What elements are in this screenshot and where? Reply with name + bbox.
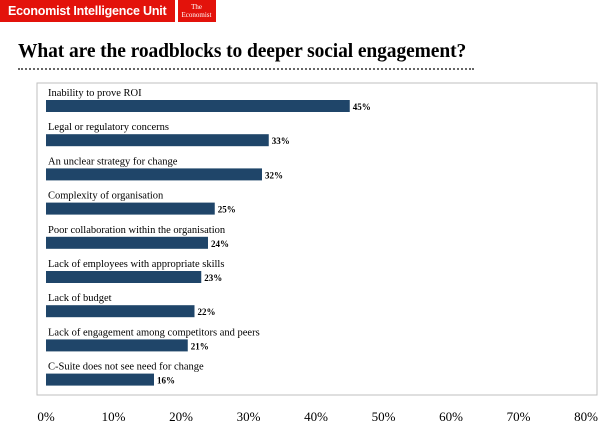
category-label: Complexity of organisation [48,191,164,202]
x-tick-label: 30% [237,409,261,423]
plot-frame [36,82,598,396]
category-label: An unclear strategy for change [48,156,178,167]
bar [46,271,202,283]
economist-logo-line1: The [191,3,202,11]
data-label: 16% [157,376,175,386]
data-label: 33% [272,136,290,146]
data-label: 23% [204,273,222,283]
bar [46,100,350,112]
economist-logo-line2: Economist [181,11,212,19]
bar [46,134,269,147]
category-label: Legal or regulatory concerns [48,122,169,133]
category-label: Lack of engagement among competitors and… [48,327,260,338]
data-label: 25% [218,205,236,215]
category-label: Inability to prove ROI [48,88,142,99]
economist-logo: The Economist [177,0,216,22]
logo-gap [174,0,178,22]
category-label: Lack of employees with appropriate skill… [48,259,224,270]
bar [46,305,195,318]
data-label: 32% [265,170,283,180]
x-tick-label: 50% [372,409,396,423]
x-tick-label: 60% [439,409,463,423]
bar [46,168,262,181]
x-tick-label: 10% [102,409,126,423]
title-dotted-rule [18,68,474,70]
data-label: 22% [198,307,216,317]
category-label: Lack of budget [48,293,112,304]
bar [46,236,208,249]
x-tick-label: 0% [37,409,55,423]
brand-logo: Economist Intelligence Unit The Economis… [0,0,216,22]
x-tick-label: 40% [304,409,328,423]
data-label: 24% [211,239,229,249]
data-label: 21% [191,341,209,351]
category-label: Poor collaboration within the organisati… [48,225,226,236]
x-tick-label: 20% [169,409,193,423]
eiu-logo: Economist Intelligence Unit [0,0,175,22]
bar [46,373,154,386]
x-tick-label: 70% [507,409,531,423]
bar [46,339,188,352]
chart-title: What are the roadblocks to deeper social… [18,41,467,62]
bar [46,202,215,215]
data-label: 45% [353,102,371,112]
category-label: C-Suite does not see need for change [48,362,204,373]
x-tick-label: 80% [574,409,598,423]
